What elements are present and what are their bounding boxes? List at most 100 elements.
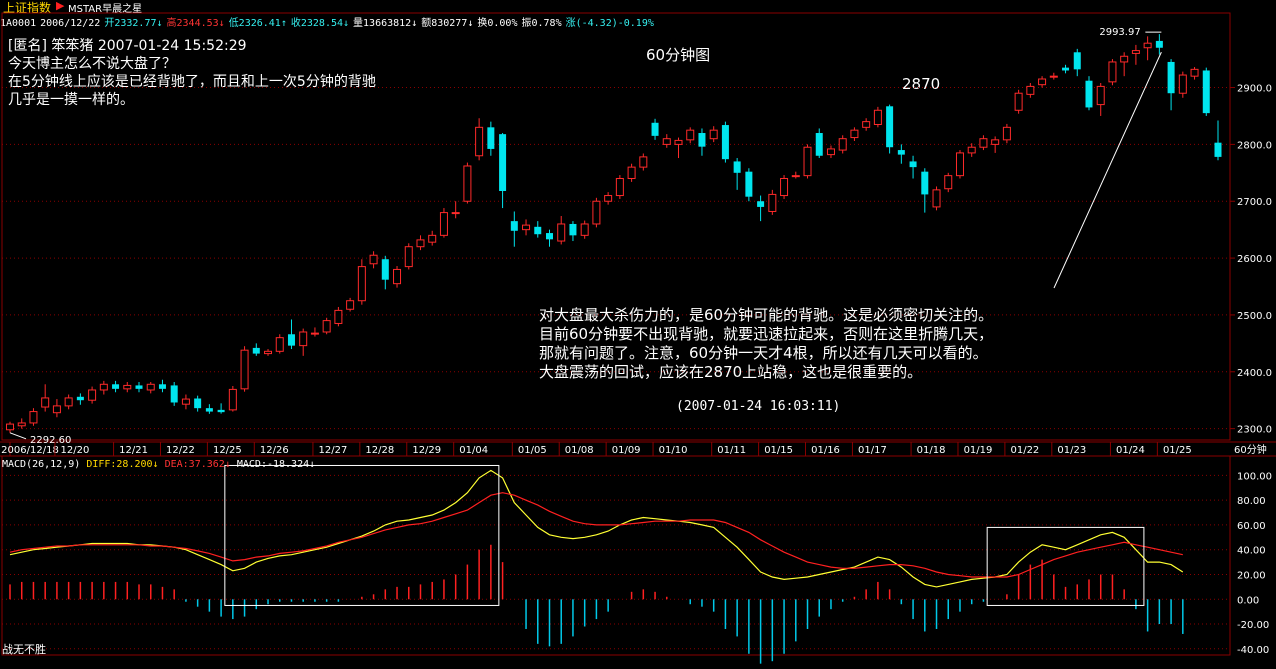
candle-body	[932, 189, 941, 208]
candle-body	[29, 411, 38, 424]
candle-body	[393, 268, 402, 285]
high-label: 2993.97	[1099, 27, 1140, 38]
candle-body	[757, 201, 765, 207]
candle-body	[944, 175, 953, 190]
candle-body	[1143, 42, 1152, 49]
candle-body	[451, 212, 460, 215]
macd-tick-label: -20.00	[1237, 620, 1269, 631]
candle-body	[381, 259, 389, 280]
candle-body	[909, 161, 917, 168]
candle-body	[534, 226, 542, 235]
candle-body	[475, 126, 484, 157]
candle-body	[1155, 40, 1163, 48]
analysis-line: 目前60分钟要不出现背驰，就要迅速拉起来，否则在这里折腾几天，	[539, 325, 994, 343]
date-tick-label: 01/24	[1116, 445, 1145, 456]
date-tick-label: 01/09	[612, 445, 641, 456]
price-panel-frame	[1, 12, 1231, 441]
macd-tick-label: 20.00	[1237, 570, 1266, 581]
candle-body	[228, 388, 237, 411]
candle-body	[651, 122, 659, 136]
index-name: 上证指数	[3, 1, 52, 15]
price-tick-label: 2300.0	[1237, 425, 1272, 436]
date-tick-label: 01/15	[764, 445, 793, 456]
quote-field: 振0.78%	[521, 18, 562, 29]
candle-body	[264, 350, 273, 355]
candle-body	[158, 384, 166, 389]
candle-body	[1014, 92, 1023, 111]
candle-body	[404, 246, 413, 268]
date-tick-label: 01/10	[659, 445, 688, 456]
candle-body	[674, 139, 683, 145]
candle-body	[1108, 61, 1117, 83]
candle-body	[357, 266, 366, 302]
candle-body	[580, 223, 589, 236]
analysis-line: 那就有问题了。注意，60分钟一天才4根，所以还有几天可以看的。	[539, 344, 988, 362]
candle-body	[1062, 67, 1070, 71]
macd-panel-frame	[1, 455, 1231, 656]
candle-body	[826, 148, 835, 156]
price-tick-label: 2600.0	[1237, 254, 1272, 265]
play-arrow-icon[interactable]: ▶	[56, 0, 65, 12]
reader-comment: [匿名] 笨笨猪 2007-01-24 15:52:29 今天博主怎么不说大盘了…	[8, 37, 376, 109]
price-tick-label: 2500.0	[1237, 311, 1272, 322]
candle-body	[1096, 85, 1105, 106]
period-label: 60分钟	[1234, 443, 1267, 456]
candle-body	[1202, 70, 1210, 114]
date-tick-label: 12/28	[365, 445, 394, 456]
candle-body	[886, 106, 894, 148]
candle-body	[487, 127, 495, 149]
date-tick-label: 12/25	[213, 445, 242, 456]
candle-body	[416, 239, 425, 248]
candle-body	[287, 334, 295, 346]
candle-body	[838, 138, 847, 151]
price-tick-label: 2900.0	[1237, 84, 1272, 95]
date-tick-label: 01/08	[565, 445, 594, 456]
chart-title: 60分钟图	[646, 46, 711, 64]
comment-line: [匿名] 笨笨猪 2007-01-24 15:52:29	[8, 38, 247, 54]
candle-body	[146, 383, 155, 391]
candle-body	[979, 138, 988, 148]
candle-body	[522, 224, 531, 231]
footer-text: 战无不胜	[2, 643, 46, 656]
level-annotation: 2870	[902, 75, 941, 93]
candle-body	[686, 129, 695, 141]
date-tick-label: 12/26	[260, 445, 289, 456]
macd-tick-label: 60.00	[1237, 521, 1266, 532]
candle-body	[897, 150, 905, 155]
candle-body	[181, 398, 190, 405]
candle-body	[52, 405, 61, 414]
candle-body	[76, 396, 84, 401]
divergence-box-left	[224, 464, 500, 606]
candle-body	[662, 138, 671, 145]
quote-field: 高2344.53↓	[166, 18, 225, 29]
price-tick-label: 2400.0	[1237, 368, 1272, 379]
candle-body	[205, 408, 213, 412]
candle-body	[217, 409, 225, 413]
candle-body	[1120, 55, 1129, 63]
candle-body	[604, 195, 613, 202]
candle-body	[1214, 142, 1222, 157]
dea-value: DEA:37.362↓	[164, 459, 231, 470]
candle-body	[955, 152, 964, 177]
low-label: 2292.60	[30, 435, 71, 446]
candle-body	[88, 389, 97, 401]
date-tick-label: 12/21	[119, 445, 148, 456]
diff-value: DIFF:28.200↓	[86, 459, 159, 470]
candle-body	[768, 193, 777, 212]
macd-tick-label: -40.00	[1237, 645, 1269, 656]
candle-body	[299, 331, 308, 347]
date-tick-label: 01/16	[811, 445, 840, 456]
date-tick-label: 12/27	[319, 445, 348, 456]
quote-field: 2006/12/22	[40, 18, 101, 29]
quote-field: 换0.00%	[477, 18, 518, 29]
quote-field: 涨(-4.32)-0.19%	[565, 18, 654, 29]
candle-body	[1085, 80, 1093, 108]
candle-body	[921, 171, 929, 195]
candle-body	[41, 397, 50, 408]
date-tick-label: 01/11	[717, 445, 746, 456]
candle-body	[1049, 75, 1058, 78]
date-tick-label: 2006/12/18	[1, 445, 59, 456]
candle-body	[1038, 78, 1047, 86]
macd-tick-label: 100.00	[1237, 471, 1272, 482]
